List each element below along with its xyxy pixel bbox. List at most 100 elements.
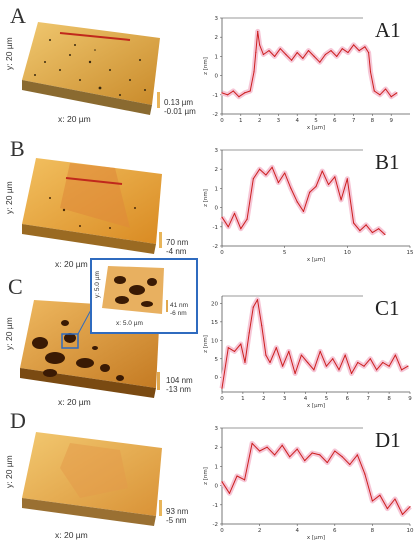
afm-c-scale-top: 104 nm [166,376,193,385]
profile-chart-a1: 3 2 1 0 -1 -2 0 1 2 3 4 5 6 7 8 9 x [µm] z [nm] [200,10,420,138]
afm-c-inset-y-label: y: 5.0 µm [94,271,101,298]
profile-point [394,354,396,356]
y-tick-label: 0 [215,206,219,212]
profile-point [311,452,313,454]
y-axis-label: z [nm] [203,57,209,75]
profile-point [307,361,309,364]
y-tick-label: 1 [215,186,219,192]
profile-point [257,30,259,33]
profile-line [221,30,398,98]
afm-c-y-label: y: 20 µm [4,317,14,350]
y-axis-label: z [nm] [203,335,209,353]
profile-point [394,498,396,500]
profile-point [221,481,223,483]
profile-point [319,454,321,456]
profile-point [332,358,334,360]
profile-point [289,456,291,458]
profile-point [340,199,342,201]
profile-point [384,88,387,90]
x-tick-label: 4 [304,396,308,402]
x-tick-label: 1 [241,396,245,402]
x-tick-label: 10 [407,528,414,534]
x-tick-label: 5 [325,396,329,402]
y-axis-label: z [nm] [203,467,209,485]
profile-point [253,71,255,73]
y-tick-label: 2 [215,445,219,451]
afm-c-inset-scale-top: 41 nm [170,302,189,309]
profile-chart-b1: 3 2 1 0 -1 -2 0 5 10 15 x [µm] z [nm] [200,142,420,270]
profile-point [288,350,290,352]
profile-point [244,361,246,364]
x-tick-label: 0 [220,118,224,124]
y-tick-label: -1 [213,93,218,99]
profile-point [379,94,381,96]
profile-point [347,51,349,54]
profile-point [294,372,296,375]
x-tick-label: 2 [262,396,266,402]
afm-a-x-label: x: 20 µm [58,114,91,124]
profile-point [281,365,284,367]
profile-point [285,53,287,56]
y-tick-label: 0 [215,74,219,80]
profile-point [369,71,372,73]
y-tick-label: 1 [215,464,219,470]
profile-point [266,446,268,448]
profile-point [315,185,317,188]
y-tick-label: -2 [213,522,218,528]
afm-d-scale-bottom: -5 nm [166,516,187,525]
profile-point [296,448,298,450]
x-tick-label: 9 [408,396,412,402]
profile-point [255,51,257,54]
profile-point [356,454,358,456]
afm-image-d [22,432,162,526]
profile-shadow [219,164,387,237]
profile-point [382,361,384,364]
profile-point [262,53,264,56]
profile-point [302,57,304,59]
y-tick-label: 3 [215,16,219,22]
profile-point [319,61,321,63]
profile-point [358,50,360,52]
x-tick-label: 5 [314,118,318,124]
x-tick-label: 4 [295,118,299,124]
profile-point [346,178,348,180]
profile-point [236,475,238,477]
profile-point [390,96,392,98]
profile-shadow [221,28,399,100]
profile-point [227,94,229,96]
panel-letter-a: A [10,3,26,28]
afm-b-scale-top: 70 nm [166,238,189,247]
profile-point [368,51,370,54]
profile-point [363,365,365,367]
profile-point [284,172,286,174]
profile-point [341,48,343,50]
profile-point [396,92,398,94]
profile-point [313,55,315,58]
profile-point [300,354,302,356]
profile-point [277,182,279,184]
profile-point [290,59,293,61]
x-tick-label: 7 [352,118,356,124]
x-tick-label: 6 [333,528,337,534]
profile-point [268,50,270,52]
x-tick-label: 2 [258,528,262,534]
profile-point [384,233,386,236]
profile-point [371,500,373,502]
profile-point [386,508,389,510]
profile-point [350,372,353,375]
profile-point [378,228,380,230]
profile-point [359,230,361,232]
profile-point [319,350,321,352]
profile-point [221,92,223,94]
profile-point [364,473,366,475]
y-tick-label: -2 [213,112,218,118]
profile-point [338,369,340,371]
profile-label-b1: B1 [375,150,400,174]
profile-point [221,387,223,389]
y-tick-label: 1 [215,54,219,60]
profile-point [371,231,373,234]
afm-c-scale-bottom: -13 nm [166,385,191,394]
profile-point [302,210,305,213]
profile-point [330,50,332,52]
profile-point [365,224,367,226]
